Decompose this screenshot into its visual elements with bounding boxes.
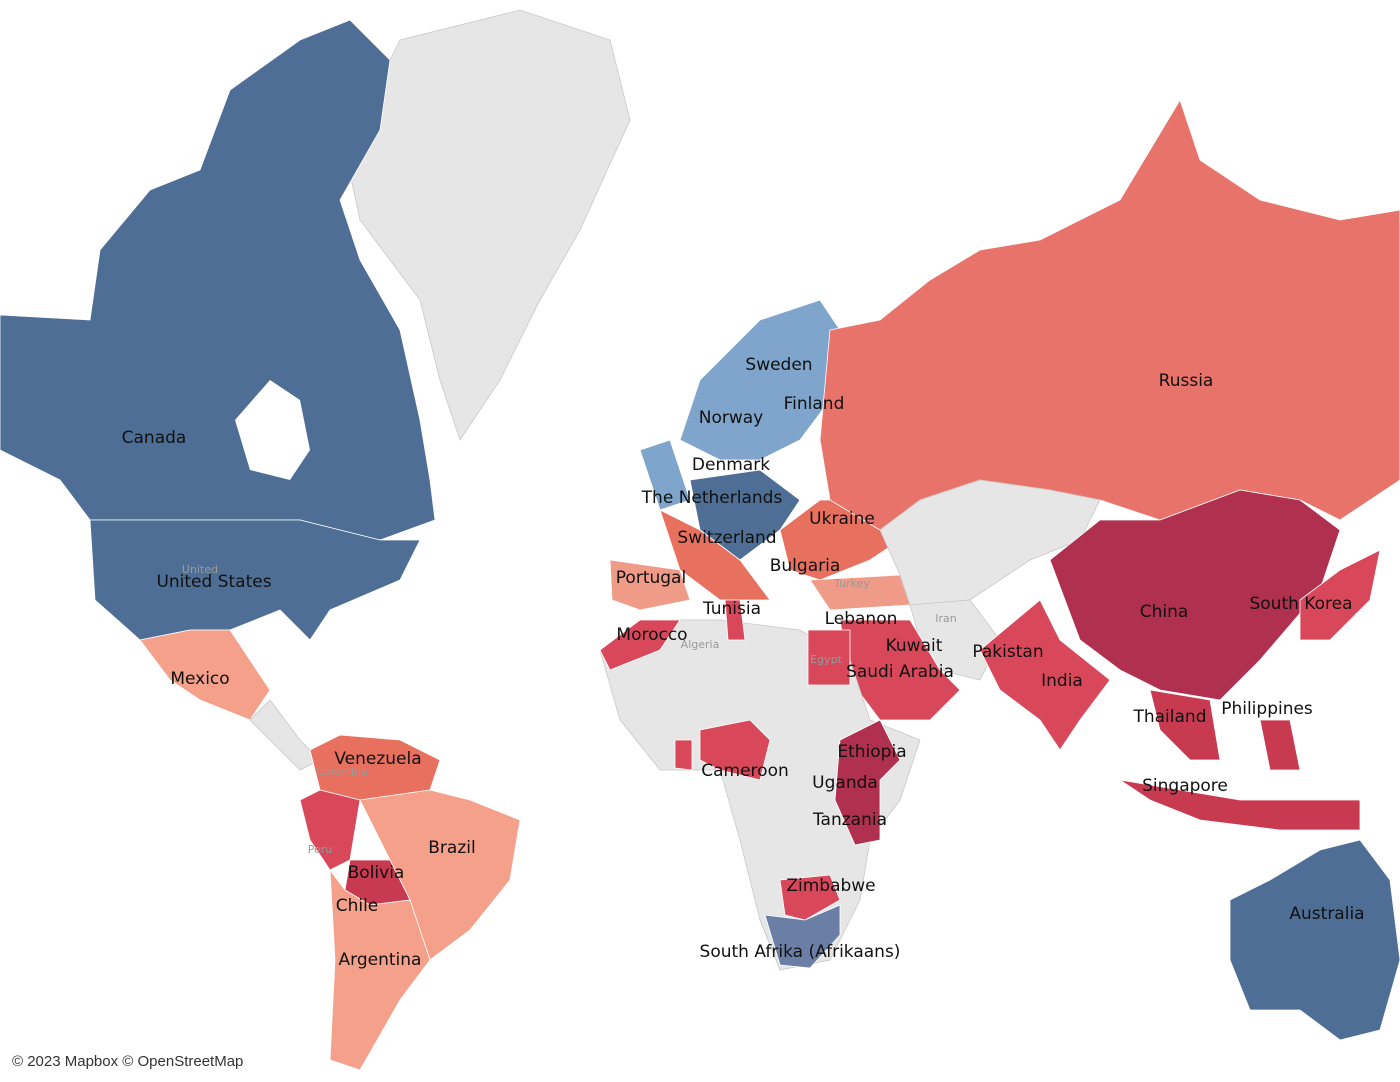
country-label: Bulgaria bbox=[770, 556, 841, 576]
country-label: India bbox=[1041, 671, 1083, 691]
country-label: Chile bbox=[336, 896, 379, 916]
country-labels: Canada United States Mexico Venezuela Brazil… bbox=[122, 355, 1365, 970]
southeast-asia bbox=[1149, 689, 1221, 761]
minor-label: Turkey bbox=[833, 577, 870, 590]
russia bbox=[819, 99, 1400, 531]
country-label: Morocco bbox=[616, 625, 687, 645]
country-label: Ukraine bbox=[809, 509, 875, 529]
minor-label: Iran bbox=[935, 612, 957, 625]
land bbox=[0, 9, 1400, 1071]
country-label: Lebanon bbox=[825, 609, 898, 629]
iberia bbox=[609, 559, 691, 611]
attribution: © 2023 Mapbox © OpenStreetMap bbox=[12, 1053, 243, 1070]
country-label: Finland bbox=[784, 394, 845, 414]
canada bbox=[0, 19, 436, 541]
country-label: China bbox=[1140, 602, 1189, 622]
south-africa bbox=[764, 904, 841, 969]
country-label: The Netherlands bbox=[641, 488, 783, 508]
uk-ireland bbox=[639, 439, 691, 511]
country-label: Tunisia bbox=[702, 599, 761, 619]
central-america bbox=[249, 699, 321, 771]
minor-label: Colombia bbox=[316, 765, 368, 778]
country-label: United States bbox=[156, 572, 271, 592]
peru bbox=[299, 789, 361, 871]
country-label: Philippines bbox=[1221, 699, 1313, 719]
country-label: Cameroon bbox=[701, 761, 789, 781]
country-label: Ethiopia bbox=[837, 742, 906, 762]
morocco bbox=[599, 619, 681, 671]
country-label: South Korea bbox=[1249, 594, 1352, 614]
japan-korea bbox=[1299, 549, 1381, 641]
philippines bbox=[1259, 719, 1301, 771]
country-label: Venezuela bbox=[334, 749, 421, 769]
country-label: Singapore bbox=[1142, 776, 1228, 796]
zimbabwe bbox=[779, 874, 841, 921]
country-label: Brazil bbox=[428, 838, 475, 858]
country-label: South Afrika (Afrikaans) bbox=[700, 942, 901, 962]
east-africa bbox=[834, 719, 901, 846]
nigeria-cameroon bbox=[699, 719, 771, 781]
country-label: Zimbabwe bbox=[786, 876, 875, 896]
country-label: Bolivia bbox=[348, 863, 405, 883]
country-label: Canada bbox=[122, 428, 187, 448]
country-label: Switzerland bbox=[677, 528, 776, 548]
country-label: Thailand bbox=[1132, 707, 1206, 727]
africa bbox=[599, 619, 921, 971]
country-label: Sweden bbox=[745, 355, 812, 375]
minor-label: Peru bbox=[308, 843, 333, 856]
minor-label: Egypt bbox=[810, 653, 842, 666]
minor-label: United bbox=[182, 563, 218, 576]
scandinavia bbox=[679, 299, 841, 461]
minor-label: Algeria bbox=[681, 638, 720, 651]
hudson-bay bbox=[235, 380, 310, 480]
country-label: Kuwait bbox=[886, 636, 943, 656]
country-label: Russia bbox=[1159, 371, 1214, 391]
mexico bbox=[139, 629, 271, 721]
australia bbox=[1229, 839, 1400, 1041]
argentina-chile bbox=[329, 868, 431, 1071]
country-label: Norway bbox=[699, 408, 764, 428]
country-label: Denmark bbox=[692, 455, 770, 475]
pakistan-india bbox=[979, 599, 1111, 751]
tunisia bbox=[724, 599, 746, 641]
indonesia bbox=[1119, 779, 1361, 831]
minor-labels: Algeria Iran Egypt Turkey Colombia Peru United bbox=[182, 563, 957, 856]
country-label: Pakistan bbox=[972, 642, 1043, 662]
country-label: Australia bbox=[1289, 904, 1364, 924]
country-label: Uganda bbox=[812, 773, 878, 793]
ghana bbox=[674, 739, 693, 771]
country-label: Portugal bbox=[616, 568, 686, 588]
egypt bbox=[807, 629, 851, 686]
country-label: Mexico bbox=[170, 669, 229, 689]
country-label: Saudi Arabia bbox=[846, 662, 954, 682]
country-label: Argentina bbox=[339, 950, 422, 970]
greenland bbox=[344, 9, 631, 441]
country-label: Tanzania bbox=[812, 810, 887, 830]
